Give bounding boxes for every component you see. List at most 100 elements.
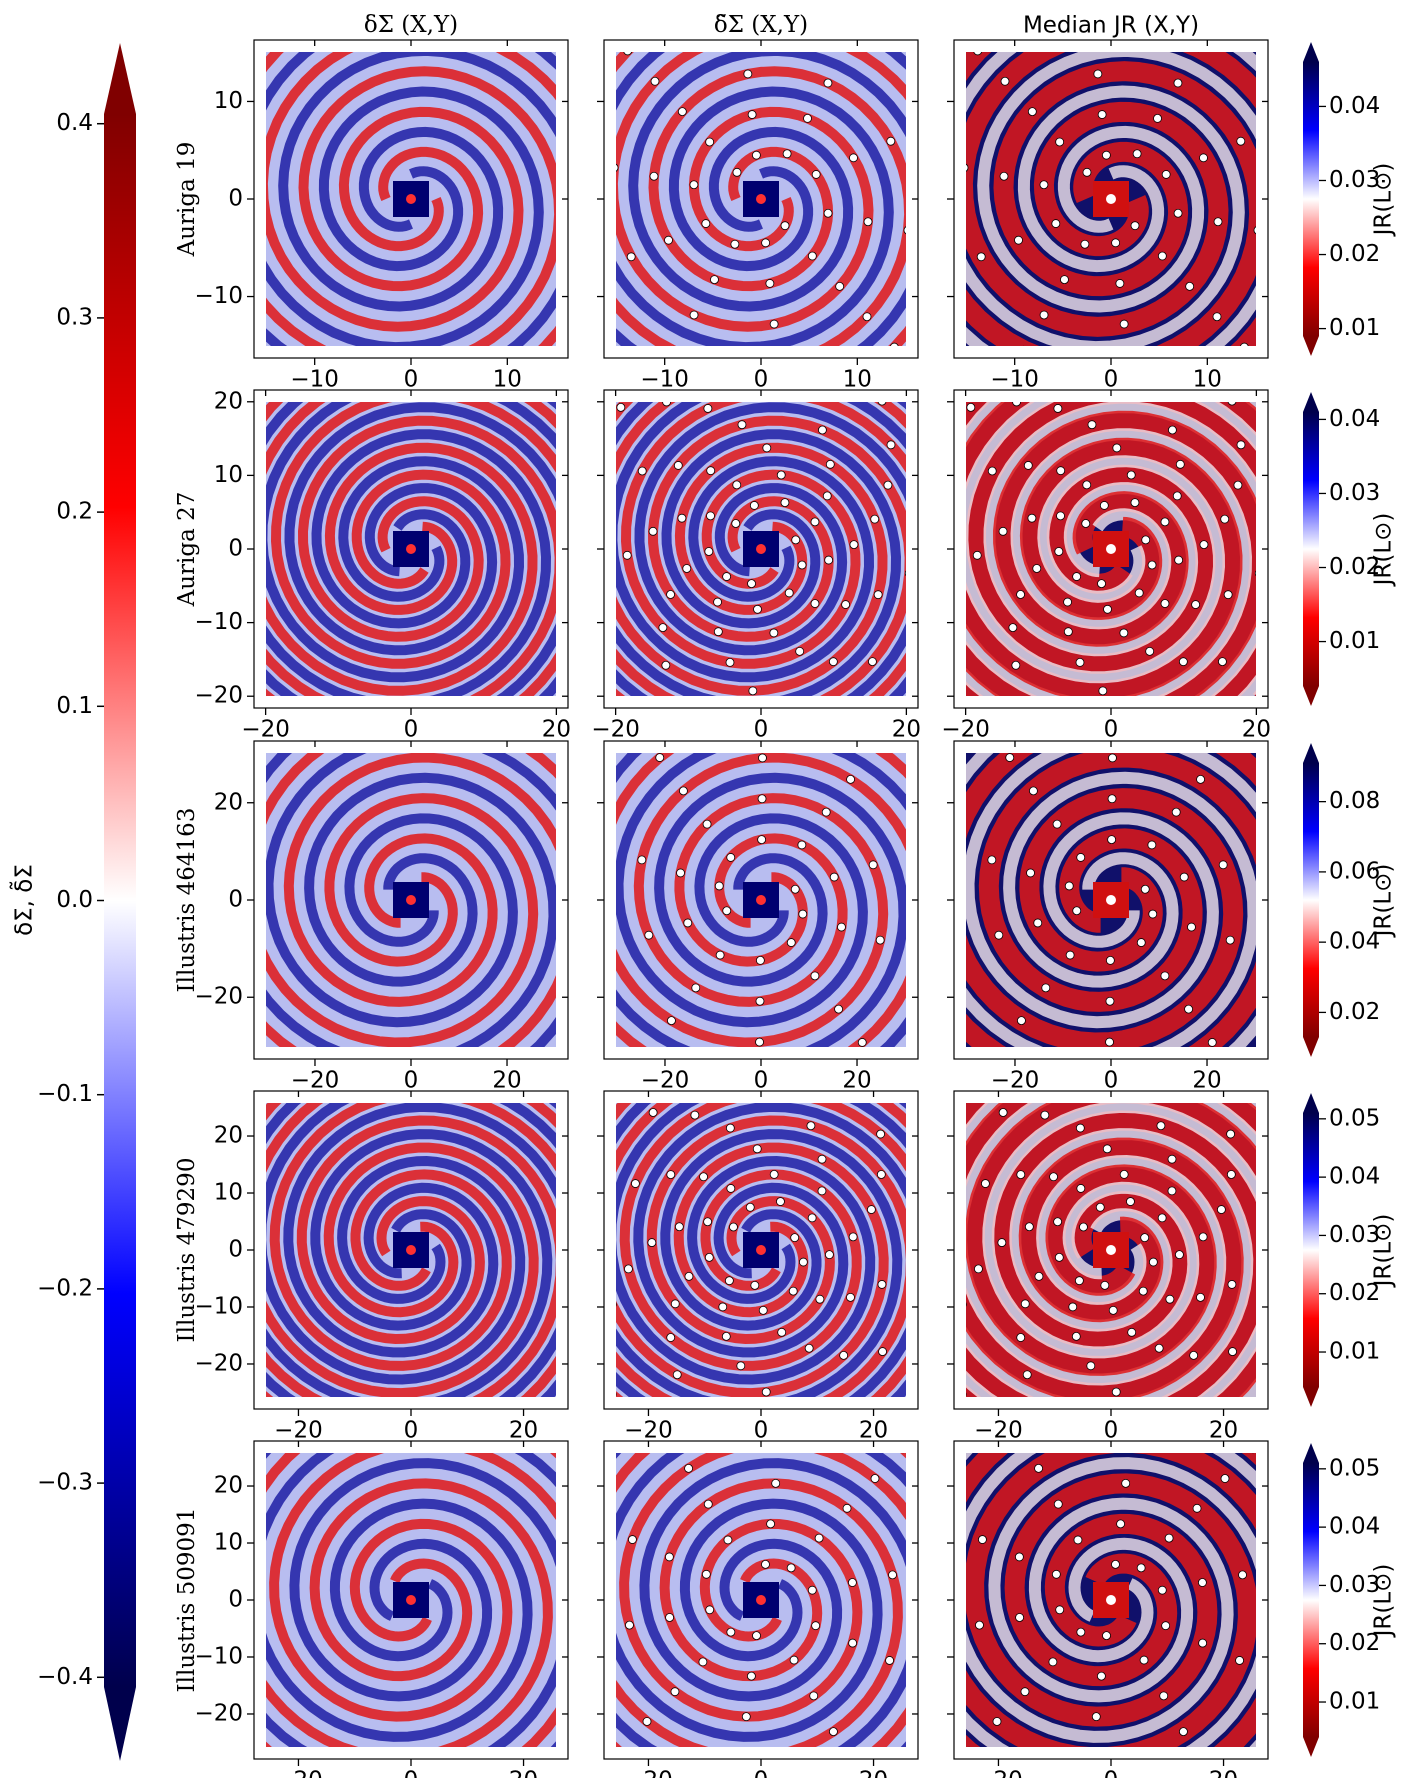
peak-marker [1063,597,1072,607]
peak-marker [807,1585,817,1595]
peak-marker [784,588,794,598]
peak-marker [666,1170,676,1180]
peak-marker [804,1343,814,1353]
peak-marker [1080,239,1090,249]
peak-marker [741,1712,751,1722]
peak-marker [624,1264,633,1274]
map-arm [966,52,1256,346]
peak-marker [1027,513,1037,523]
peak-marker [1072,906,1082,916]
peak-marker [1108,753,1117,763]
peak-marker [1075,658,1085,667]
peak-marker [945,675,953,683]
peak-marker [1053,1499,1063,1509]
peak-marker [904,570,906,577]
peak-marker [987,855,997,865]
peak-marker [617,1746,621,1747]
peak-marker [944,627,952,635]
peak-marker [1118,362,1126,370]
peak-marker [1086,1361,1096,1371]
peak-marker [814,1533,824,1543]
peak-marker [691,983,701,993]
colorbar [104,114,136,1687]
peak-marker [1227,1280,1237,1289]
peak-marker [829,1727,838,1737]
peak-marker [1168,425,1177,435]
peak-marker [825,724,833,732]
y-tick-label: 0 [228,186,243,212]
peak-marker [730,239,740,249]
map-image [266,402,556,696]
peak-marker [677,107,687,117]
x-tick-label: 20 [859,1768,888,1779]
colorbar-tick-label: 0.04 [1329,1514,1380,1540]
peak-marker [1020,1687,1030,1697]
peak-marker [701,219,711,228]
x-tick-label: 0 [754,1768,769,1779]
map-arm [966,52,1256,346]
peak-marker [841,600,851,609]
peak-marker [766,1519,775,1529]
map-image [935,1453,1256,1747]
peak-marker [623,52,632,56]
peak-marker [674,1222,684,1232]
colorbar-label: JR(L⊙) [1371,513,1397,588]
x-tick-label: −20 [974,1418,1023,1444]
peak-marker [797,840,807,850]
peak-marker [910,830,918,838]
peak-marker [647,1238,657,1247]
colorbar-tick-label: 0.04 [1329,93,1380,119]
peak-marker [956,1303,964,1311]
peak-marker [1274,121,1282,129]
row-label: Auriga 19 [174,142,200,258]
peak-marker [1056,511,1065,521]
peak-marker [776,1197,785,1206]
peak-marker [1159,1691,1169,1701]
x-tick-label: 20 [1209,1418,1238,1444]
peak-marker [1217,1205,1226,1214]
peak-marker [967,1746,971,1747]
peak-marker [919,1332,927,1340]
peak-marker [725,658,735,667]
map-arm [266,402,556,696]
peak-marker [1138,1286,1148,1296]
x-tick-label: −10 [990,367,1039,393]
peak-marker [935,1629,943,1637]
peak-marker [1149,392,1157,400]
x-tick-label: 0 [404,717,419,743]
peak-marker [875,935,885,945]
peak-marker [643,1049,651,1057]
peak-marker [1097,579,1106,589]
peak-marker [1227,402,1237,406]
peak-marker [1101,150,1111,160]
peak-marker [924,121,932,129]
peak-marker [1251,1453,1255,1454]
peak-marker [837,922,846,932]
colorbar-extend [1303,1037,1319,1057]
peak-marker [842,1503,852,1513]
peak-marker [1119,628,1129,638]
peak-marker [1011,660,1021,670]
peak-marker [777,1327,787,1337]
peak-marker [1185,281,1195,291]
peak-marker [682,564,692,573]
map-image [266,1103,556,1397]
peak-marker [1024,1222,1034,1232]
map-arm [616,402,906,696]
peak-marker [1141,535,1151,545]
peak-marker [848,1232,858,1242]
peak-marker [956,943,964,951]
map-arm [616,402,906,696]
map-arm [966,402,1256,696]
peak-marker [1257,1256,1265,1264]
peak-marker [1175,1250,1184,1260]
map-image [944,362,1256,696]
peak-marker [1198,1232,1208,1242]
peak-marker [1175,459,1185,469]
peak-marker [715,950,725,960]
peak-marker [1294,235,1302,243]
peak-marker [1073,1535,1083,1545]
y-tick-label: 20 [214,1123,243,1149]
row-label: Illustris 479290 [174,1158,200,1343]
peak-marker [791,535,801,545]
